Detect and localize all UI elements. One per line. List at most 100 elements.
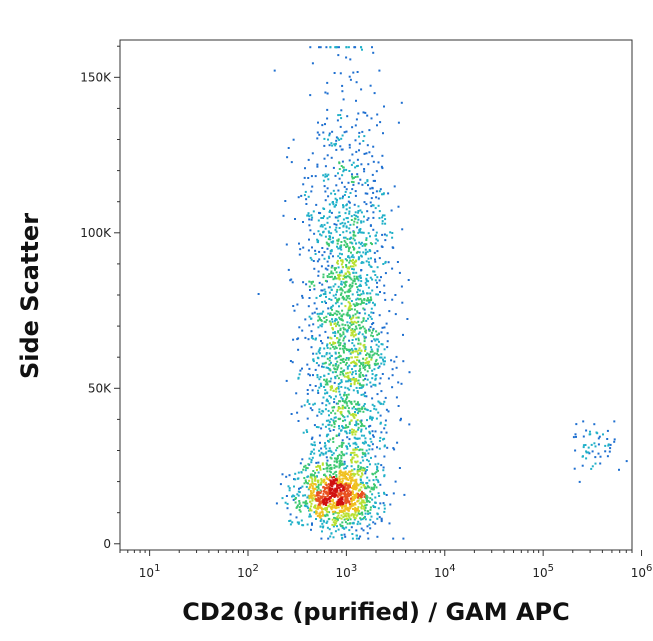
data-point: [332, 513, 335, 516]
data-point: [335, 465, 338, 468]
data-point: [306, 399, 309, 402]
data-point: [353, 486, 356, 488]
data-point: [337, 385, 340, 388]
data-point: [324, 321, 327, 324]
data-point: [392, 492, 395, 495]
data-point: [344, 284, 347, 287]
data-point: [337, 377, 340, 380]
data-point: [342, 406, 344, 409]
data-point: [383, 214, 386, 217]
data-point: [317, 471, 320, 474]
data-point: [306, 496, 309, 499]
data-point: [408, 371, 411, 374]
data-point: [348, 247, 350, 250]
data-point: [349, 317, 352, 319]
data-point: [336, 491, 339, 494]
data-point: [306, 467, 309, 470]
data-point: [349, 429, 351, 432]
data-point: [319, 491, 322, 494]
data-point: [316, 131, 319, 134]
data-point: [325, 492, 328, 495]
data-point: [376, 348, 379, 351]
data-point: [379, 421, 382, 424]
data-point: [361, 301, 364, 304]
data-point: [347, 484, 350, 487]
data-point: [273, 69, 276, 72]
data-point: [355, 494, 358, 497]
data-point: [326, 383, 329, 386]
data-point: [371, 369, 374, 372]
data-point: [329, 496, 332, 498]
data-point: [314, 249, 317, 252]
data-point: [369, 508, 372, 511]
data-point: [356, 297, 359, 300]
data-point: [381, 373, 384, 375]
data-point: [359, 410, 362, 413]
data-point: [373, 251, 376, 254]
data-point: [305, 198, 308, 201]
data-point: [333, 492, 336, 495]
data-point: [342, 477, 345, 480]
data-point: [319, 489, 322, 492]
data-point: [359, 479, 362, 482]
data-point: [391, 298, 394, 301]
data-point: [362, 499, 365, 502]
x-tick-label: 104: [434, 563, 456, 580]
data-point: [346, 506, 349, 509]
data-point: [352, 415, 355, 418]
data-point: [322, 503, 325, 506]
data-point: [355, 302, 358, 305]
data-point: [344, 430, 347, 433]
data-point: [375, 293, 378, 296]
data-point: [342, 236, 345, 239]
data-point: [374, 242, 377, 245]
data-point: [315, 307, 318, 310]
data-point: [355, 507, 358, 510]
data-point: [363, 407, 366, 410]
data-point: [318, 334, 321, 337]
data-point: [369, 292, 372, 295]
data-point: [326, 260, 329, 263]
data-point: [353, 484, 355, 487]
data-point: [401, 228, 404, 231]
data-point: [333, 416, 336, 419]
data-point: [347, 393, 350, 396]
data-point: [377, 411, 380, 414]
data-point: [329, 342, 331, 345]
data-point: [375, 338, 378, 341]
data-point: [371, 329, 374, 332]
data-point: [342, 298, 345, 301]
data-point: [358, 312, 361, 315]
data-point: [306, 363, 309, 366]
data-point: [340, 533, 343, 536]
data-point: [318, 133, 321, 136]
data-point: [365, 469, 368, 471]
x-tick-label: 101: [139, 563, 161, 580]
data-point: [349, 315, 352, 318]
data-point: [344, 477, 347, 480]
data-point: [342, 349, 345, 352]
data-point: [359, 535, 362, 538]
data-point: [350, 461, 353, 464]
data-point: [363, 469, 366, 472]
data-point: [300, 504, 303, 507]
data-point: [317, 461, 320, 464]
data-point: [342, 509, 345, 512]
data-point: [359, 209, 362, 212]
data-point: [339, 412, 342, 415]
data-point: [329, 388, 332, 391]
data-point: [355, 372, 357, 375]
data-point: [301, 294, 304, 297]
data-point: [369, 432, 372, 435]
data-point: [321, 323, 324, 326]
data-point: [318, 411, 321, 414]
data-point: [625, 460, 628, 463]
data-point: [366, 114, 369, 117]
data-point: [338, 354, 341, 357]
data-point: [343, 416, 346, 419]
data-point: [304, 318, 307, 321]
data-point: [337, 137, 340, 140]
data-point: [370, 317, 373, 320]
data-point: [338, 316, 341, 319]
data-point: [340, 380, 343, 383]
